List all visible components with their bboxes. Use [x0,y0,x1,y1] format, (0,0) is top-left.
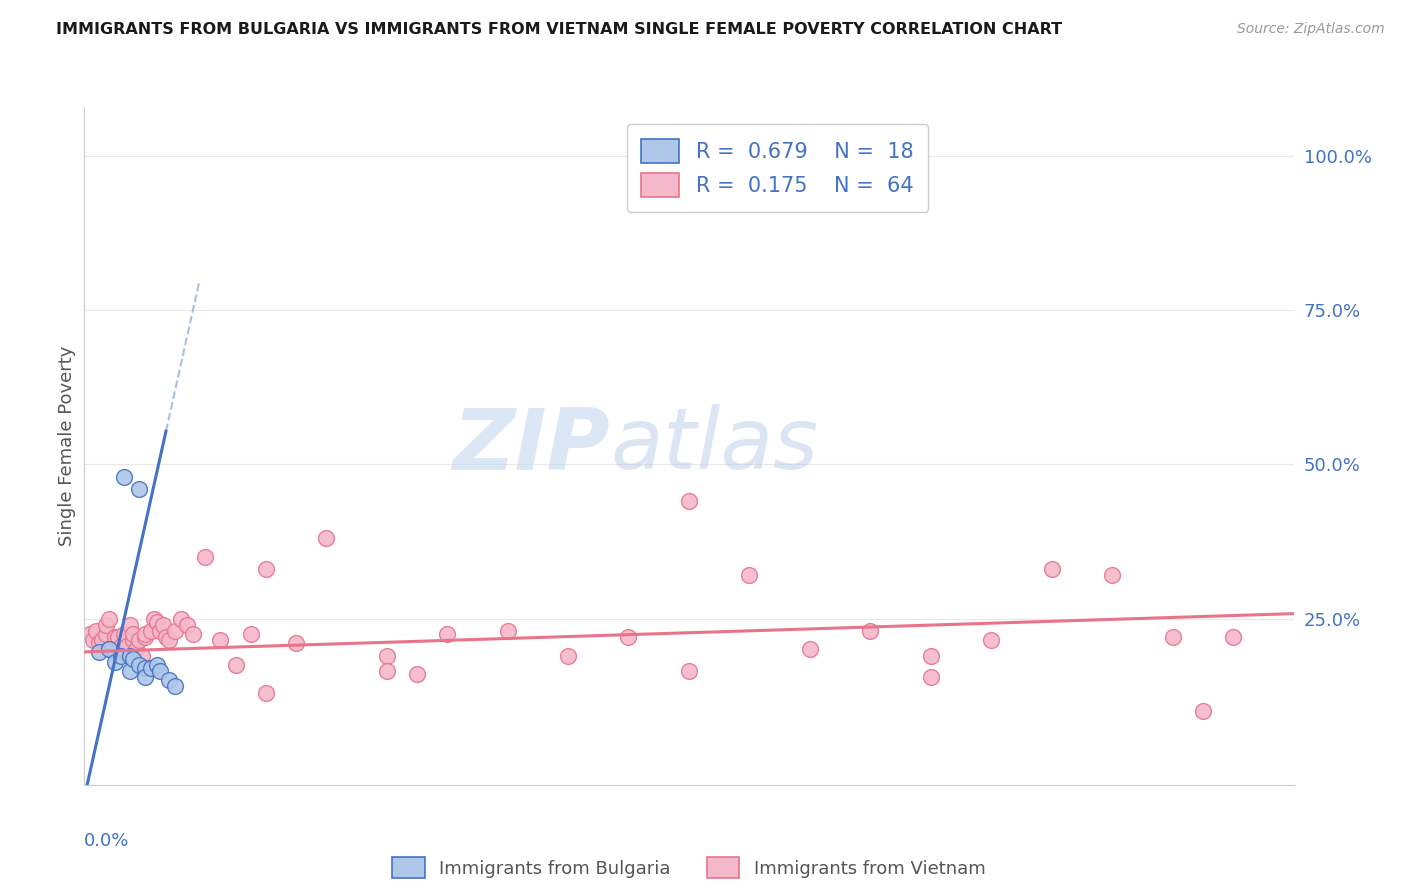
Point [209,633,232,648]
Point [254,685,277,699]
Point [980,633,1002,648]
Point [128,482,150,496]
Point [142,611,165,625]
Point [139,624,162,638]
Point [920,670,942,684]
Point [406,667,429,681]
Point [121,627,143,641]
Text: atlas: atlas [610,404,818,488]
Point [97,611,120,625]
Point [157,673,180,688]
Point [107,630,129,644]
Point [94,627,117,641]
Point [859,624,882,638]
Point [110,640,132,654]
Point [194,549,217,564]
Point [557,648,579,663]
Point [104,655,127,669]
Point [134,670,156,684]
Point [131,648,153,663]
Point [134,627,156,641]
Point [82,633,104,648]
Point [165,679,187,693]
Point [79,627,101,641]
Point [134,630,156,644]
Point [799,642,821,657]
Point [112,642,135,657]
Point [617,630,640,644]
Point [239,627,262,641]
Point [181,627,204,641]
Point [112,470,135,484]
Point [149,624,172,638]
Text: Source: ZipAtlas.com: Source: ZipAtlas.com [1237,22,1385,37]
Point [118,664,141,678]
Point [94,617,117,632]
Point [146,657,169,672]
Point [100,642,122,657]
Point [115,640,138,654]
Text: IMMIGRANTS FROM BULGARIA VS IMMIGRANTS FROM VIETNAM SINGLE FEMALE POVERTY CORREL: IMMIGRANTS FROM BULGARIA VS IMMIGRANTS F… [56,22,1063,37]
Point [165,624,187,638]
Point [146,615,169,629]
Point [97,642,120,657]
Point [496,624,519,638]
Point [436,627,458,641]
Point [121,633,143,648]
Point [139,661,162,675]
Point [91,633,114,648]
Point [112,627,135,641]
Point [86,624,108,638]
Point [118,648,141,663]
Point [678,494,700,508]
Point [155,630,177,644]
Legend: Immigrants from Bulgaria, Immigrants from Vietnam: Immigrants from Bulgaria, Immigrants fro… [384,848,994,888]
Point [678,664,700,678]
Text: ZIP: ZIP [453,404,610,488]
Point [920,648,942,663]
Point [176,617,198,632]
Point [134,661,156,675]
Y-axis label: Single Female Poverty: Single Female Poverty [58,346,76,546]
Point [225,657,247,672]
Point [170,611,193,625]
Point [315,532,337,546]
Point [104,630,127,644]
Point [648,168,671,182]
Point [104,645,127,659]
Point [738,568,761,582]
Point [128,657,150,672]
Point [118,617,141,632]
Point [1192,704,1215,718]
Point [1040,562,1063,576]
Point [1222,630,1244,644]
Point [97,642,120,657]
Point [89,645,111,659]
Point [125,642,148,657]
Point [149,664,172,678]
Point [254,562,277,576]
Point [1101,568,1123,582]
Point [1161,630,1184,644]
Point [375,664,398,678]
Point [375,648,398,663]
Point [157,633,180,648]
Text: 0.0%: 0.0% [84,832,129,850]
Point [110,648,132,663]
Point [128,633,150,648]
Point [89,636,111,650]
Point [152,617,174,632]
Point [121,651,143,665]
Point [285,636,308,650]
